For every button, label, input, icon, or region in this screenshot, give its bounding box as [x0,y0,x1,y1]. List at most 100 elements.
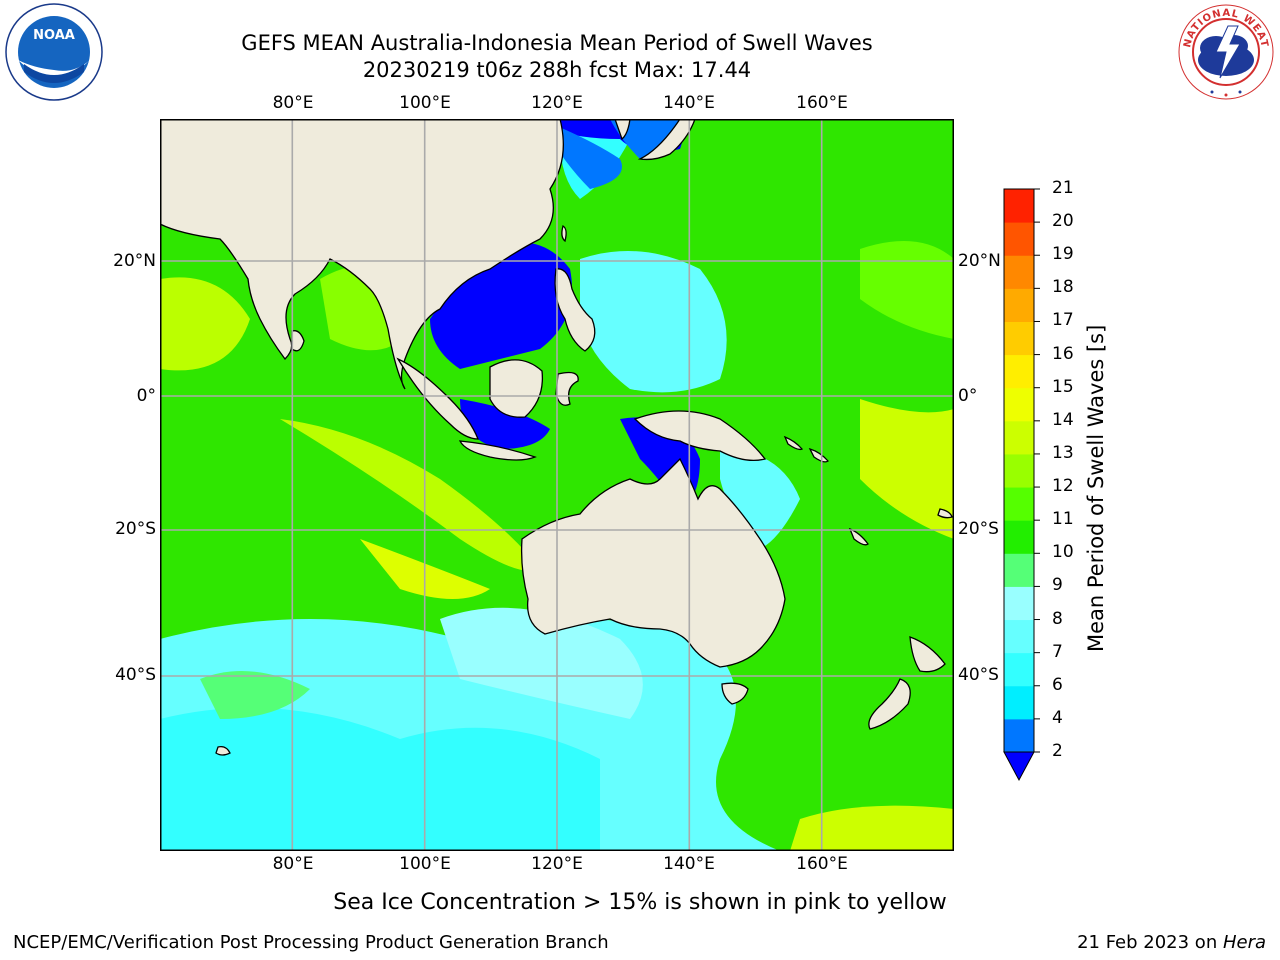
solomon-islands [783,435,804,451]
map-title: GEFS MEAN Australia-Indonesia Mean Perio… [241,31,873,55]
fiji [937,508,953,519]
tasman-south-band [790,805,954,851]
lat-label-left-40s: 40°S [115,665,156,685]
colorbar-segment [1004,520,1034,554]
sulawesi [555,371,579,406]
footer-date-text: 21 Feb 2023 on [1077,932,1223,953]
colorbar-segment [1004,222,1034,256]
java [458,440,537,461]
colorbar-tick-label: 11 [1052,509,1074,530]
colorbar-segment [1004,718,1034,753]
colorbar-under-arrow [1003,751,1035,782]
sea-ice-note: Sea Ice Concentration > 15% is shown in … [333,890,947,915]
colorbar-tick-label: 2 [1052,741,1063,761]
colorbar-segment [1004,354,1034,389]
colorbar [1000,185,1040,785]
colorbar-segment [1004,685,1034,720]
nws-logo: NATIONAL WEATHER SERVICE [1171,0,1276,102]
colorbar-segment [1004,453,1034,488]
map-canvas [160,119,954,851]
colorbar-segment [1004,189,1034,223]
colorbar-segment [1004,619,1034,654]
lon-label-bottom-140e: 140°E [663,854,715,874]
lat-label-left-equator: 0° [136,386,156,406]
colorbar-tick-label: 15 [1052,376,1074,397]
gridlines [160,119,954,851]
lon-label-top-100e: 100°E [399,93,451,113]
swell-period-map [160,119,954,851]
lon-label-top-80e: 80°E [272,93,314,113]
colorbar-tick-label: 20 [1052,211,1074,232]
colorbar-tick-label: 21 [1052,178,1074,198]
philippines [554,268,596,352]
lon-label-top-120e: 120°E [531,93,583,113]
colorbar-tick-label: 9 [1052,575,1063,596]
map-frame [160,119,954,851]
colorbar-segment [1004,387,1034,422]
colorbar-svg [1003,188,1040,782]
southern-ocean-swell-light [440,607,643,719]
pacific-east-band [860,399,954,539]
colorbar-segment [1004,321,1034,356]
colorbar-tick-label: 14 [1052,409,1074,430]
footer-branch: NCEP/EMC/Verification Post Processing Pr… [13,932,609,953]
lat-label-left-20n: 20°N [113,251,156,271]
south-china-sea-swell [430,242,572,369]
southern-ocean-swell-dark [160,707,600,851]
new-zealand-south [868,678,911,730]
new-caledonia [848,527,869,546]
colorbar-tick-label: 10 [1052,542,1074,563]
new-zealand-north [909,636,946,673]
colorbar-label: Mean Period of Swell Waves [s] [1084,324,1108,652]
colorbar-segment [1004,255,1034,289]
japan-sea-swell [610,119,690,159]
colorbar-tick-label: 7 [1052,641,1063,662]
colorbar-tick-label: 18 [1052,277,1074,298]
colorbar-segment [1004,487,1034,521]
footer-date: 21 Feb 2023 on Hera [1077,932,1266,953]
sumatra [396,357,479,440]
colorbar-tick-label: 6 [1052,674,1063,695]
taiwan [561,225,567,243]
sri-lanka [291,330,305,352]
colorbar-segment [1004,586,1034,621]
footer-machine: Hera [1222,932,1266,953]
lat-label-right-equator: 0° [958,386,978,406]
kerguelen [215,745,231,756]
tasmania [721,682,749,705]
colorbar-tick-label: 8 [1052,608,1063,629]
pacific-north-band [860,241,954,339]
colorbar-ticks: 2 4 6 7 8 9 10 11 12 13 14 15 16 17 18 19 20 21 [1052,0,1092,960]
map-subtitle: 20230219 t06z 288h fcst Max: 17.44 [362,58,752,82]
lat-label-left-20s: 20°S [115,519,156,539]
colorbar-tick-label: 4 [1052,707,1063,728]
australia [520,457,786,668]
land-masses [160,119,953,756]
lon-label-bottom-100e: 100°E [399,854,451,874]
colorbar-segment [1004,420,1034,455]
lat-label-right-20n: 20°N [958,251,1001,271]
new-guinea [633,410,767,462]
lon-label-top-160e: 160°E [796,93,848,113]
lon-label-top-140e: 140°E [663,93,715,113]
japan [637,119,696,161]
colorbar-segment [1004,553,1034,587]
colorbar-tick-label: 12 [1052,476,1074,497]
colorbar-tick-label: 16 [1052,343,1074,364]
colorbar-tick-label: 17 [1052,310,1074,331]
colorbar-tick-label: 13 [1052,442,1074,463]
lon-label-bottom-120e: 120°E [531,854,583,874]
lat-label-right-20s: 20°S [958,519,999,539]
noaa-logo: NOAA [4,2,104,102]
solomon-islands-2 [808,447,829,463]
lon-label-bottom-80e: 80°E [272,854,314,874]
lat-label-right-40s: 40°S [958,665,999,685]
asia-mainland [160,119,564,390]
southern-ocean-patch [200,671,310,719]
arabian-sea-band [160,277,250,371]
colorbar-segment [1004,652,1034,687]
borneo [489,359,544,418]
java-sea-swell [460,399,550,449]
colorbar-frame [1003,188,1035,753]
indian-ocean-band [280,419,540,571]
